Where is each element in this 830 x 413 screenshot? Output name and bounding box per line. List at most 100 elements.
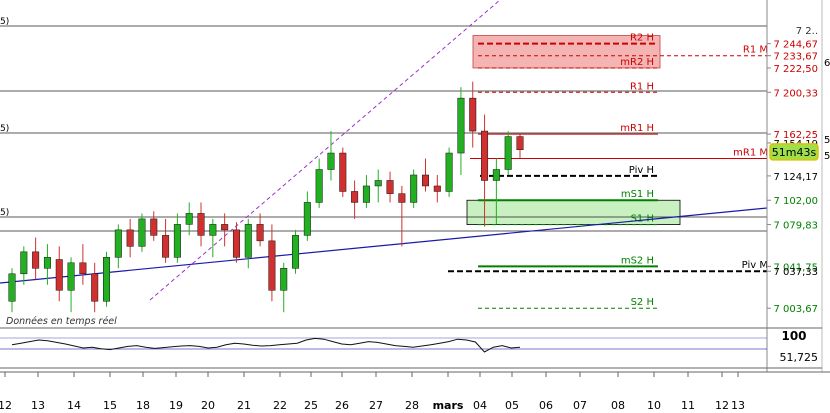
time-tick-label: 04 (473, 399, 487, 412)
candle (327, 152, 335, 170)
candle (362, 185, 370, 203)
candle (67, 262, 75, 291)
candle (469, 97, 477, 132)
level-label: R1 M (743, 45, 768, 56)
candle (232, 229, 240, 258)
time-tick-label: 22 (273, 399, 287, 412)
right-clip-label: 6 (824, 58, 830, 69)
candle (20, 251, 28, 275)
left-clip-label: 5) (0, 17, 9, 27)
candle (91, 273, 99, 302)
candle (244, 224, 252, 258)
level-label: Piv H (629, 165, 654, 176)
time-tick-label: 05 (505, 399, 519, 412)
level-label: Piv M (742, 260, 768, 271)
realtime-note: Données en temps réel (6, 316, 117, 327)
time-tick-label: 06 (539, 399, 553, 412)
price-tick-label: 7 200,33 (773, 88, 818, 99)
candle (256, 224, 264, 242)
price-tick-label: 7 244,67 (773, 40, 818, 51)
candle (138, 218, 146, 247)
time-tick-label: 18 (136, 399, 150, 412)
candle (8, 273, 16, 302)
candle (386, 180, 394, 194)
time-tick-label: 12 (0, 399, 12, 412)
price-tick-label: 7 102,00 (773, 196, 818, 207)
level-label: mS2 H (621, 255, 654, 266)
candle (410, 174, 418, 203)
price-tick-label: 7 041,75 (773, 262, 818, 273)
candle (173, 224, 181, 258)
candle (421, 174, 429, 187)
candle (197, 213, 205, 236)
price-tick-label: 7 037,33 (773, 267, 818, 278)
candle (32, 251, 40, 269)
top-partial-label: 7 2.. (796, 26, 818, 37)
price-tick-label: 7 233,67 (773, 52, 818, 63)
price-tick-label: 7 222,50 (773, 64, 818, 75)
price-tick-label: 7 079,83 (773, 221, 818, 232)
time-tick-label: 07 (573, 399, 587, 412)
candle (292, 235, 300, 269)
time-tick-label: 13 (31, 399, 45, 412)
level-label: mR2 H (620, 57, 654, 68)
blue-trendline (0, 207, 768, 284)
level-label: mS1 H (621, 189, 654, 200)
candle (43, 257, 51, 269)
candle (303, 202, 311, 236)
candle (374, 180, 382, 187)
oscillator-line (11, 337, 521, 353)
candle (339, 152, 347, 192)
price-tick-label: 7 003,67 (773, 304, 818, 315)
candle (55, 259, 63, 291)
resistance-zone (472, 35, 661, 69)
price-tick-label: 7 124,17 (773, 172, 818, 183)
time-tick-label: 25 (304, 399, 318, 412)
time-tick-label: 28 (405, 399, 419, 412)
time-tick-label: 26 (335, 399, 349, 412)
time-tick-label: 27 (369, 399, 383, 412)
realtime-note-bg (0, 313, 150, 327)
time-tick-label: 14 (67, 399, 81, 412)
time-tick-label: mars (433, 399, 464, 412)
candle (516, 136, 524, 150)
current-price-label: 51m43s (772, 146, 817, 159)
time-tick-label: 20 (201, 399, 215, 412)
right-clip-label: 5 (824, 135, 830, 146)
time-tick-label: 19 (169, 399, 183, 412)
candle (126, 229, 134, 247)
candle (114, 229, 122, 258)
candle (492, 169, 500, 181)
left-clip-label: 5) (0, 124, 9, 134)
candle (398, 193, 406, 203)
candle (162, 235, 170, 258)
current-price-box (769, 143, 819, 161)
candle (221, 224, 229, 231)
oscillator-max-label: 100 (781, 329, 806, 343)
right-clip-label: 5 (824, 151, 830, 162)
time-tick-label: 21 (237, 399, 251, 412)
candle (504, 136, 512, 170)
candle (445, 152, 453, 192)
candle (280, 268, 288, 291)
time-tick-label: 11 (681, 399, 695, 412)
level-label: mR1 M (733, 148, 768, 159)
time-tick-label: 13 (731, 399, 745, 412)
oscillator-value-label: 51,725 (780, 351, 819, 364)
candle (79, 262, 87, 275)
candle (103, 257, 111, 302)
time-tick-label: 10 (647, 399, 661, 412)
candle (457, 97, 465, 154)
candle (209, 224, 217, 236)
level-label: R2 H (630, 33, 654, 44)
candle (150, 218, 158, 236)
candle (351, 191, 359, 203)
left-clip-label: 5) (0, 208, 9, 218)
candle (268, 240, 276, 291)
level-label: mR1 H (620, 123, 654, 134)
candle (185, 213, 193, 225)
candle (315, 169, 323, 203)
